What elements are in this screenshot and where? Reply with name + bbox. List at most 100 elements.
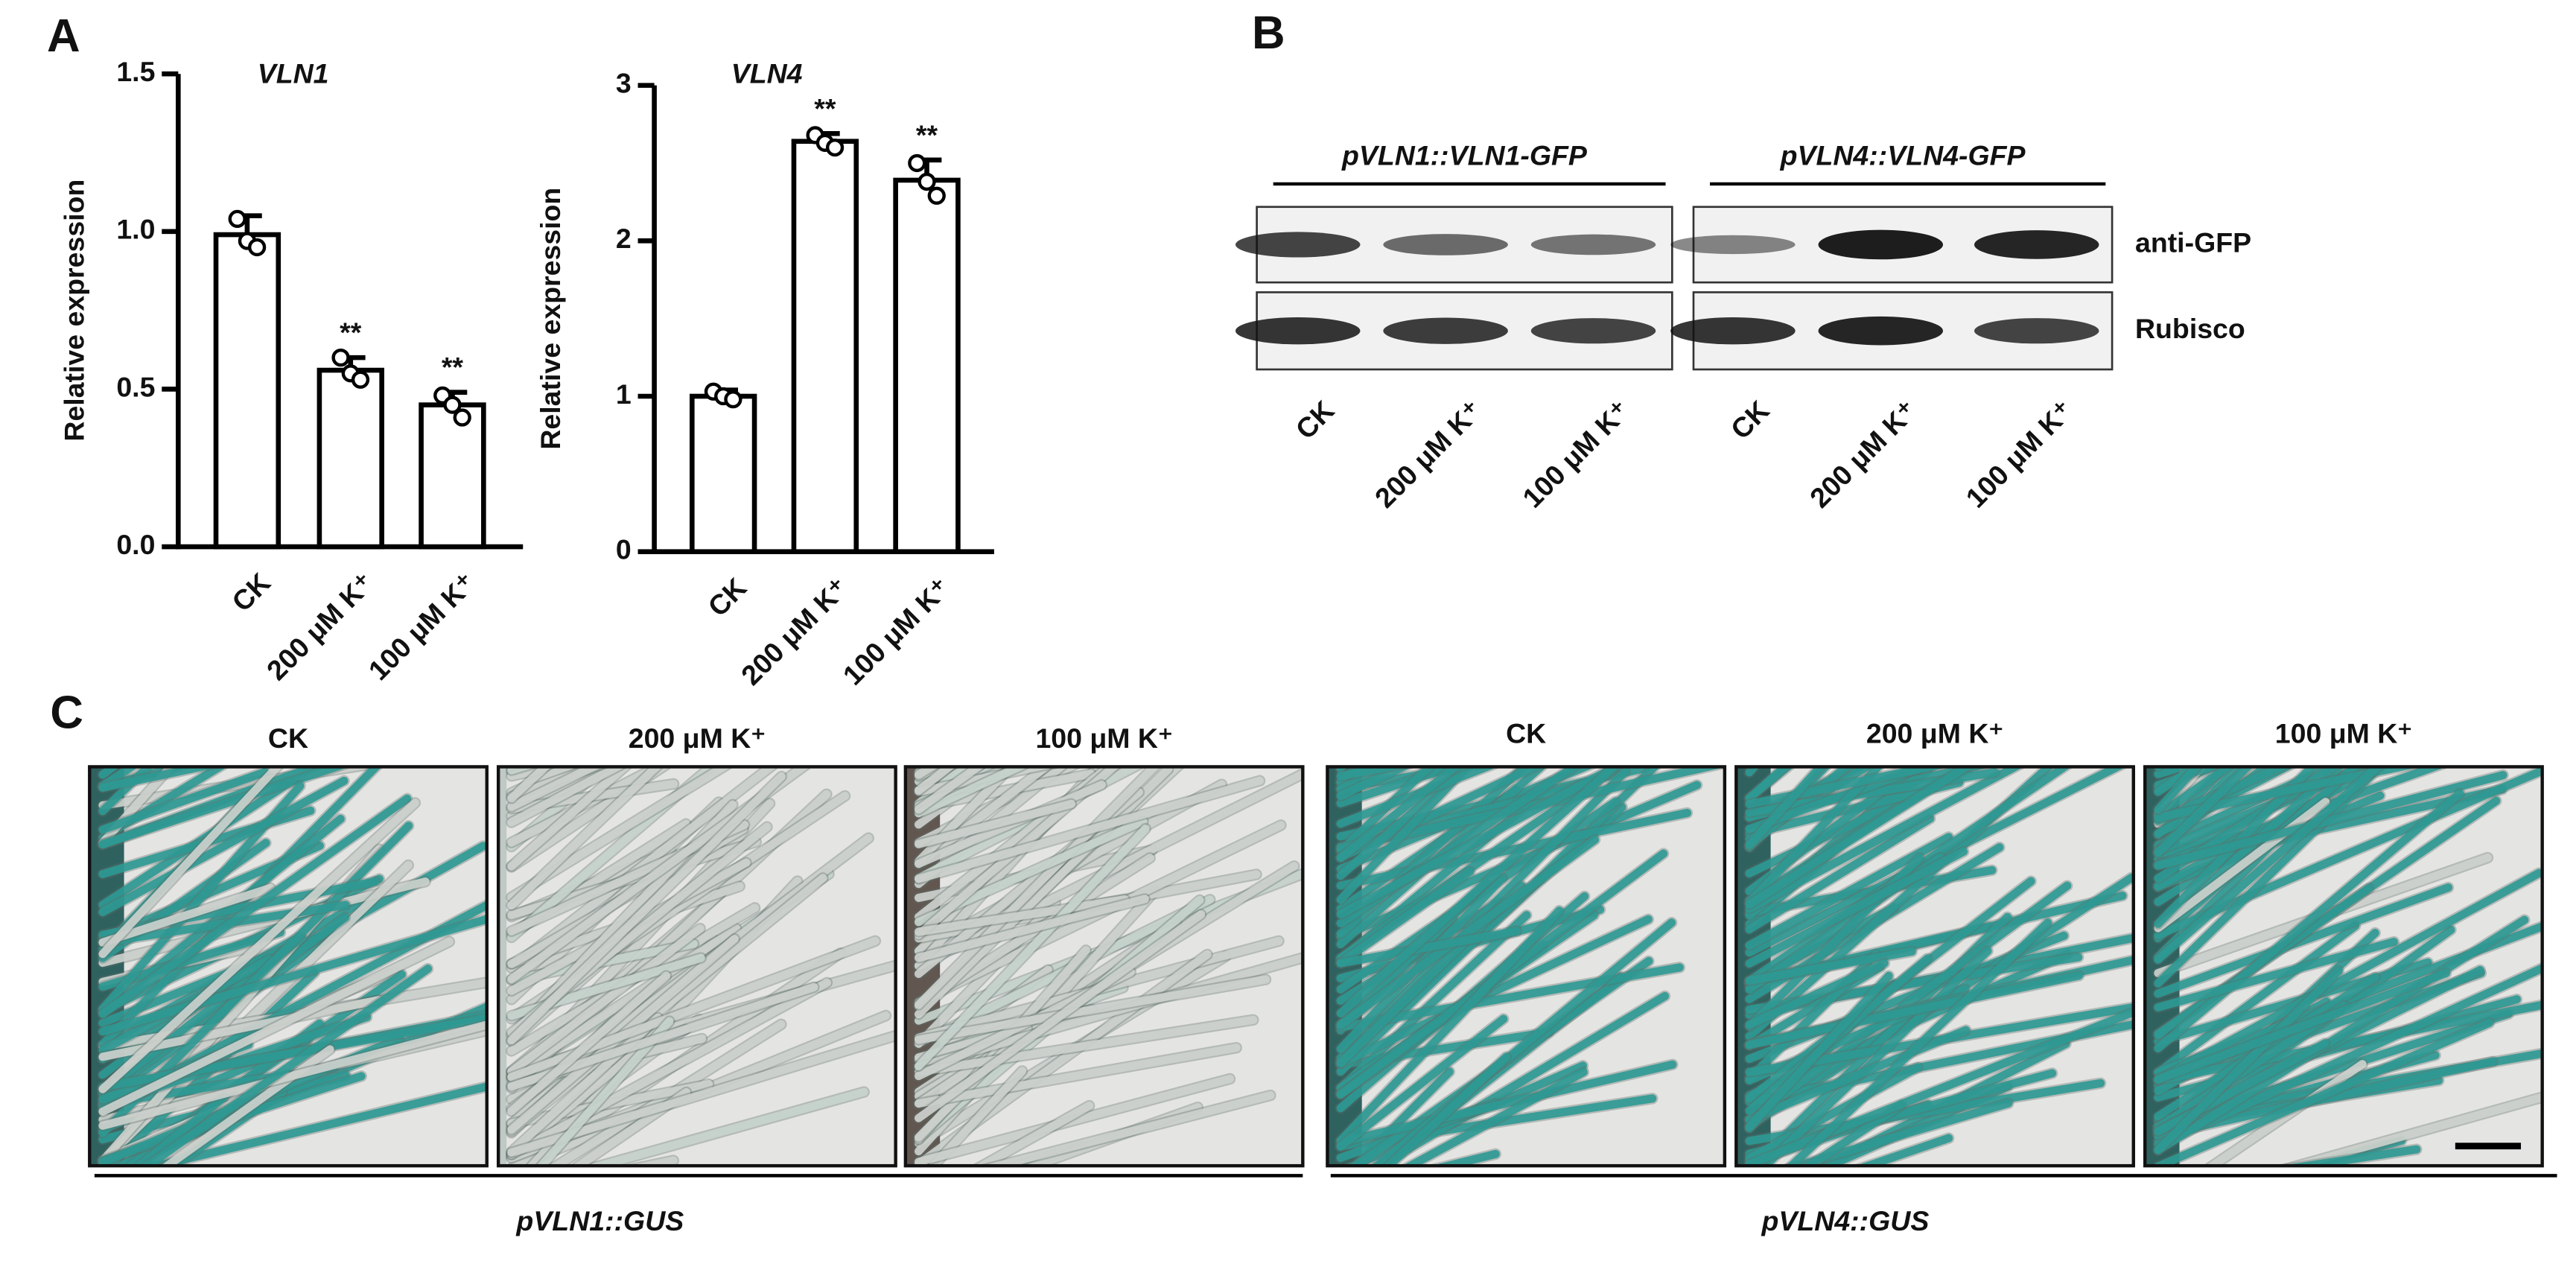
construct-label: pVLN4::VLN4-GFP xyxy=(1780,140,2026,171)
blot-band xyxy=(1530,318,1656,344)
root-hair xyxy=(98,766,176,847)
panel-label: B xyxy=(1252,7,1285,59)
root xyxy=(498,766,507,1166)
root-hair xyxy=(507,766,663,909)
root-hair xyxy=(914,766,1173,1019)
root-hair xyxy=(507,766,602,811)
root-hair xyxy=(133,1093,228,1166)
root-hair xyxy=(2154,967,2343,1154)
blot-band xyxy=(1383,317,1508,344)
root-hair xyxy=(1431,1149,1500,1166)
root-hair xyxy=(507,1013,662,1156)
micrograph xyxy=(905,766,1303,1166)
bar xyxy=(213,232,282,550)
root-hair xyxy=(98,766,154,816)
root-hair xyxy=(507,766,578,797)
replicate-point xyxy=(443,396,462,414)
replicate-point xyxy=(453,408,471,427)
y-tick-label: 0 xyxy=(616,534,632,565)
root-hair xyxy=(1336,911,1531,1093)
root-hair xyxy=(1336,915,1653,1068)
root-hair xyxy=(2154,766,2203,814)
root-hair xyxy=(914,895,1129,936)
root-hair xyxy=(507,766,810,984)
condition-label: CK xyxy=(1506,717,1546,749)
root-hair xyxy=(98,794,412,1018)
construct-label: pVLN1::VLN1-GFP xyxy=(1341,140,1588,171)
root-hair xyxy=(98,766,221,793)
root-hair xyxy=(914,799,1075,848)
replicate-point xyxy=(825,138,845,157)
micrograph-frame xyxy=(1734,765,2135,1168)
root-hair xyxy=(914,1074,1234,1166)
y-tick-label: 3 xyxy=(616,68,632,99)
root-hair xyxy=(98,798,419,1093)
root-hair xyxy=(1336,766,1548,949)
micrograph-frame xyxy=(903,765,1305,1168)
condition-label: CK xyxy=(268,722,308,754)
bar xyxy=(893,177,961,554)
replicate-point xyxy=(927,186,946,205)
root-hair xyxy=(1785,918,2052,1166)
root-hair xyxy=(1336,963,1684,1032)
root-hair xyxy=(1745,766,2024,913)
root-hair xyxy=(1336,766,1398,794)
root-hair xyxy=(1745,766,1884,907)
root-hair xyxy=(1745,814,1935,934)
root-hair xyxy=(1336,808,1692,890)
y-tick-label: 1 xyxy=(616,378,632,410)
root-hair xyxy=(2154,1018,2494,1166)
root-hair xyxy=(507,971,671,1116)
reporter-label: pVLN1::GUS xyxy=(515,1205,684,1236)
bar xyxy=(419,402,486,550)
root-hair xyxy=(1745,962,1885,1050)
root-hair xyxy=(914,975,1270,1044)
root-hair xyxy=(914,1044,1241,1108)
root-hair xyxy=(141,965,432,1166)
chart-title: VLN4 xyxy=(731,57,803,89)
significance-label: ** xyxy=(916,119,938,150)
root-hair xyxy=(2282,1093,2542,1166)
significance-label: ** xyxy=(814,92,836,124)
bar xyxy=(791,139,859,554)
root-hair xyxy=(1745,1026,1971,1124)
root-hair xyxy=(98,766,228,842)
condition-label: 200 μM K⁺ xyxy=(629,722,766,754)
micrograph-frame xyxy=(2143,765,2544,1168)
root-hair xyxy=(914,766,956,795)
root-hair xyxy=(1745,1003,2134,1076)
root-hair xyxy=(1336,766,1617,1017)
root-hair xyxy=(2154,766,2385,964)
root-hair xyxy=(98,883,275,947)
micrograph xyxy=(89,766,487,1166)
root-hair xyxy=(507,766,632,871)
root-hair xyxy=(1336,867,1475,968)
root-hair xyxy=(2154,915,2529,1154)
root-hair xyxy=(2154,766,2318,928)
root-hair xyxy=(507,766,552,803)
root-hair xyxy=(1745,766,2072,985)
bar xyxy=(689,393,757,554)
condition-label: 200 μM K⁺ xyxy=(1866,717,2003,749)
root-hair xyxy=(1745,971,2084,1049)
root-hair xyxy=(1336,766,1463,863)
root-hair xyxy=(2154,937,2398,1011)
root-hair xyxy=(1336,767,1629,1063)
micrograph-frame xyxy=(496,765,897,1168)
significance-label: ** xyxy=(442,352,464,383)
root-hair xyxy=(2154,789,2464,1052)
micrograph xyxy=(1736,766,2134,1166)
root-hair xyxy=(2154,798,2330,933)
micrograph-frame xyxy=(88,765,489,1168)
root-hair xyxy=(2154,963,2542,1149)
root-hair xyxy=(1336,766,1498,828)
root-hair xyxy=(507,924,741,1080)
condition-label: 100 μM K⁺ xyxy=(2275,717,2412,749)
blot-band xyxy=(1670,235,1796,255)
root-hair xyxy=(98,915,487,1036)
root-hair xyxy=(507,766,777,972)
blot-row-label: anti-GFP xyxy=(2135,226,2251,258)
micrograph xyxy=(1327,766,1725,1166)
root-hair xyxy=(2154,766,2542,939)
